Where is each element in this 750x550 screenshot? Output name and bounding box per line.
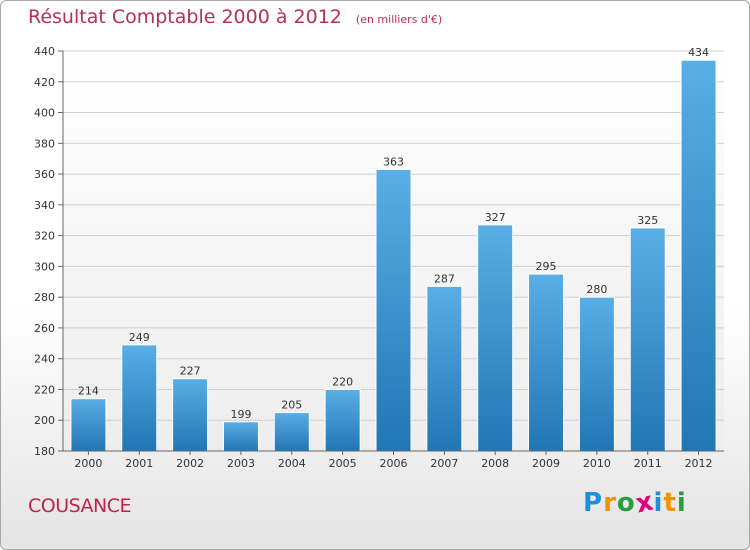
bar-2009[interactable] [528, 273, 565, 452]
axis-layer: 180 200 220 240 260 280 300 320 340 360 380 400 420 4… [34, 45, 724, 470]
x-tick-label-2008: 2008 [481, 457, 509, 470]
y-tick-label: 300 [34, 260, 55, 273]
bar-2002[interactable] [172, 378, 209, 452]
value-label-2006: 363 [383, 155, 404, 168]
bar-2011[interactable] [629, 227, 666, 452]
x-tick-label-2005: 2005 [329, 457, 357, 470]
value-label-2009: 295 [536, 260, 557, 273]
y-tick-label: 260 [34, 322, 55, 335]
bar-2000[interactable] [70, 398, 107, 452]
value-labels-layer: 214 249 227 199 205 220 363 287 327 295 280 325 434 [78, 46, 709, 421]
y-tick-label: 400 [34, 107, 55, 120]
bar-2008[interactable] [477, 224, 514, 452]
value-label-2002: 227 [180, 365, 201, 378]
bar-2004[interactable] [273, 412, 310, 452]
y-tick-label: 340 [34, 199, 55, 212]
y-tick-label: 380 [34, 137, 55, 150]
value-label-2008: 327 [485, 211, 506, 224]
chart-subtitle: (en milliers d'€) [355, 13, 443, 26]
value-label-2001: 249 [129, 331, 150, 344]
y-tick-label: 320 [34, 230, 55, 243]
x-tick-label-2002: 2002 [176, 457, 204, 470]
y-tick-label: 420 [34, 76, 55, 89]
bar-2010[interactable] [578, 296, 615, 452]
y-tick-label: 440 [34, 45, 55, 58]
logo-letter: P [583, 488, 604, 518]
value-label-2003: 199 [230, 408, 251, 421]
chart-title-area: Résultat Comptable 2000 à 2012 (en milli… [28, 6, 442, 28]
y-tick-label: 240 [34, 353, 55, 366]
x-tick-label-2012: 2012 [685, 457, 713, 470]
y-tick-label: 200 [34, 414, 55, 427]
value-label-2000: 214 [78, 385, 99, 398]
y-tick-label: 180 [34, 445, 55, 458]
bar-2007[interactable] [426, 285, 463, 452]
value-label-2005: 220 [332, 375, 353, 388]
x-tick-label-2004: 2004 [278, 457, 306, 470]
logo-letter: r [603, 488, 617, 518]
logo-letter: i [653, 488, 664, 518]
x-tick-label-2010: 2010 [583, 457, 611, 470]
value-label-2007: 287 [434, 272, 455, 285]
x-tick-label-2006: 2006 [380, 457, 408, 470]
x-tick-label-2007: 2007 [430, 457, 458, 470]
brand-logo[interactable]: Proxiti [583, 486, 687, 519]
y-tick-label: 280 [34, 291, 55, 304]
x-tick-label-2009: 2009 [532, 457, 560, 470]
value-label-2011: 325 [637, 214, 658, 227]
x-tick-label-2003: 2003 [227, 457, 255, 470]
bars-layer [70, 59, 717, 452]
value-label-2004: 205 [281, 399, 302, 412]
bar-2006[interactable] [375, 168, 412, 452]
logo-letter: o [616, 488, 636, 518]
logo-letter: i [676, 488, 687, 518]
y-tick-label: 220 [34, 383, 55, 396]
bar-2003[interactable] [222, 421, 259, 452]
x-tick-label-2001: 2001 [125, 457, 153, 470]
bar-2012[interactable] [680, 59, 717, 452]
value-label-2010: 280 [586, 283, 607, 296]
bar-2005[interactable] [324, 388, 361, 452]
value-label-2012: 434 [688, 46, 709, 59]
y-tick-label: 360 [34, 168, 55, 181]
chart-title: Résultat Comptable 2000 à 2012 [28, 6, 342, 28]
x-tick-label-2000: 2000 [74, 457, 102, 470]
logo-letter: t [663, 488, 677, 518]
location-name: COUSANCE [28, 495, 132, 517]
bar-2001[interactable] [121, 344, 158, 452]
x-tick-label-2011: 2011 [634, 457, 662, 470]
